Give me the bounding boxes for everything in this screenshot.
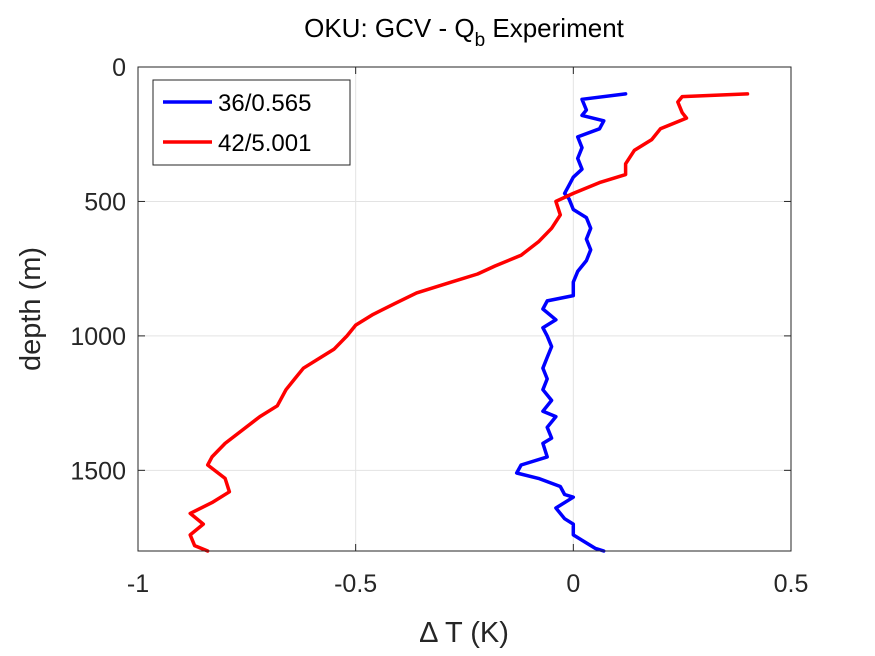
- series-line-2: [188, 92, 750, 553]
- ticks: -1 -0.5 0 0.5 0 500 1000 1500: [70, 54, 808, 598]
- x-axis-label: Δ T (K): [419, 617, 509, 649]
- legend-label-2: 42/5.001: [218, 130, 311, 157]
- y-axis-label: depth (m): [15, 247, 47, 371]
- y-tick-label: 1000: [70, 323, 126, 351]
- x-tick-label: -0.5: [334, 570, 377, 598]
- series-line-1: [514, 92, 628, 553]
- y-tick-label: 1500: [70, 457, 126, 485]
- chart-title: OKU: GCV - Qb Experiment: [304, 13, 625, 51]
- legend-box: [152, 79, 351, 166]
- y-tick-label: 0: [112, 54, 126, 82]
- legend-label-1: 36/0.565: [218, 90, 311, 117]
- x-tick-label: 0.5: [774, 570, 809, 598]
- plot-frame: [137, 66, 792, 552]
- series-layer: [188, 92, 750, 553]
- x-tick-label: -1: [127, 570, 149, 598]
- x-tick-label: 0: [566, 570, 580, 598]
- y-tick-label: 500: [84, 188, 126, 216]
- legend: 36/0.565 42/5.001: [152, 79, 351, 166]
